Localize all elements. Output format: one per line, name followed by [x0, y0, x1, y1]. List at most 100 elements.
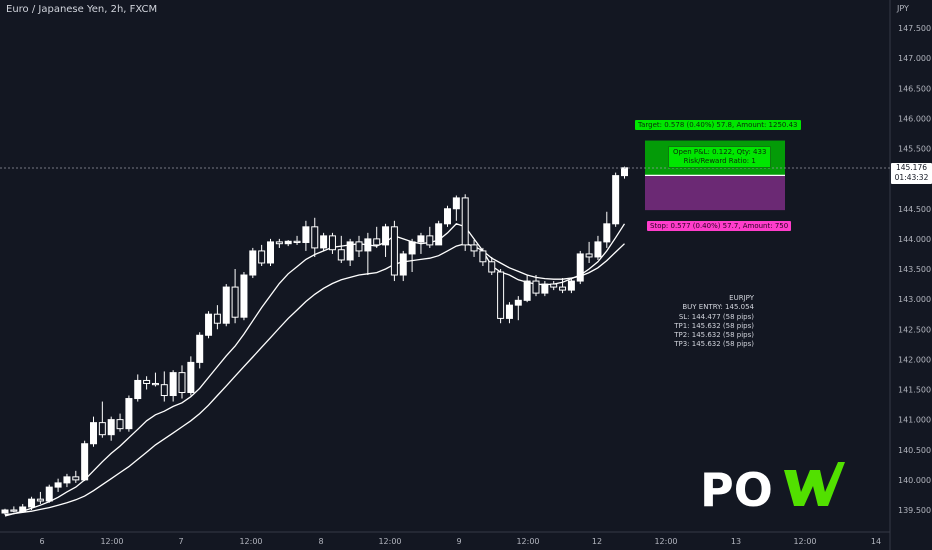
candle-body: [1, 509, 9, 514]
candle-body: [258, 250, 266, 264]
y-tick-label: 141.500: [898, 386, 931, 395]
logo-text: PO: [700, 463, 773, 513]
y-tick-label: 144.500: [898, 205, 931, 214]
logo-w-mark: [784, 462, 845, 506]
candle-body: [267, 241, 274, 264]
candle-body: [240, 274, 248, 318]
candle-body: [594, 241, 602, 258]
candle-body: [435, 223, 443, 246]
candle-body: [10, 509, 18, 512]
moving-average-line: [4, 223, 626, 517]
signal-info-box: EURJPY BUY ENTRY: 145.054 SL: 144.477 (5…: [660, 294, 754, 350]
candle-body: [612, 175, 620, 225]
candle-body: [505, 304, 513, 319]
candle-body: [408, 241, 416, 255]
x-tick-label: 12:00: [654, 537, 677, 546]
risk-reward-line: Risk/Reward Ratio: 1: [683, 157, 756, 165]
candle-body: [621, 167, 628, 177]
x-tick-label: 12:00: [239, 537, 262, 546]
candle-body: [72, 476, 80, 481]
x-tick-label: 12:00: [516, 537, 539, 546]
pnl-line: Open P&L: 0.122, Qty: 433: [673, 148, 767, 156]
candle-body: [275, 241, 283, 245]
candle-body: [134, 379, 142, 400]
candle-body: [90, 422, 97, 445]
candle-body: [603, 223, 611, 243]
candle-body: [417, 235, 425, 243]
candle-body: [320, 235, 328, 249]
candle-body: [346, 241, 354, 261]
candle-body: [311, 226, 319, 249]
pnl-label: Open P&L: 0.122, Qty: 433 Risk/Reward Ra…: [668, 146, 772, 168]
candle-body: [19, 506, 27, 512]
y-tick-label: 143.000: [898, 295, 931, 304]
candle-body: [98, 422, 106, 436]
candle-body: [585, 253, 593, 258]
candle-body: [143, 379, 151, 384]
x-tick-label: 8: [318, 537, 323, 546]
candle-body: [151, 382, 159, 386]
candle-body: [205, 313, 213, 336]
currency-label: JPY: [897, 4, 909, 13]
y-tick-label: 144.000: [898, 235, 931, 244]
candle-body: [488, 261, 496, 273]
y-tick-label: 141.000: [898, 416, 931, 425]
x-tick-label: 6: [39, 537, 44, 546]
y-tick-label: 147.000: [898, 54, 931, 63]
candle-body: [382, 226, 390, 246]
candle-body: [81, 443, 89, 481]
pow-logo: PO: [700, 462, 845, 513]
candle-body: [63, 476, 71, 484]
candle-body: [328, 235, 336, 251]
signal-sl: SL: 144.477 (58 pips): [678, 312, 754, 321]
candle-body: [196, 334, 204, 363]
x-tick-label: 9: [456, 537, 461, 546]
target-label: Target: 0.578 (0.40%) 57.8, Amount: 1250…: [635, 120, 801, 130]
candle-body: [461, 197, 469, 246]
candle-body: [514, 299, 522, 306]
x-tick-label: 12: [592, 537, 602, 546]
chart-title: Euro / Japanese Yen, 2h, FXCM: [6, 4, 158, 15]
candle-body: [125, 398, 133, 430]
signal-tp1: TP1: 145.632 (58 pips): [674, 321, 754, 330]
candle-body: [373, 238, 381, 246]
candle-body: [426, 235, 434, 246]
y-tick-label: 146.000: [898, 114, 931, 123]
signal-tp3: TP3: 145.632 (58 pips): [674, 340, 754, 349]
signal-tp2: TP2: 145.632 (58 pips): [674, 331, 754, 340]
candle-body: [452, 197, 460, 210]
candle-body: [213, 313, 221, 324]
y-tick-label: 143.500: [898, 265, 931, 274]
candle-body: [54, 482, 62, 488]
signal-entry: BUY ENTRY: 145.054: [682, 303, 754, 312]
candle-body: [45, 486, 53, 502]
loss-zone: [645, 175, 785, 211]
bar-countdown: 01:43:32: [894, 173, 929, 182]
moving-average-line: [4, 243, 625, 516]
x-tick-label: 12:00: [100, 537, 123, 546]
candle-body: [337, 249, 345, 261]
candle-body: [178, 372, 186, 394]
candle-body: [399, 253, 407, 276]
y-tick-label: 146.500: [898, 84, 931, 93]
candle-body: [559, 286, 567, 291]
y-tick-label: 139.500: [898, 506, 931, 515]
last-price-value: 145.176: [895, 163, 927, 172]
candle-body: [28, 498, 36, 508]
candle-body: [567, 280, 575, 291]
x-tick-label: 12:00: [378, 537, 401, 546]
candle-body: [444, 208, 451, 225]
candle-body: [293, 240, 301, 243]
candle-body: [187, 361, 195, 394]
y-tick-label: 147.500: [898, 24, 931, 33]
candle-body: [541, 283, 549, 294]
candle-body: [249, 250, 257, 276]
candle-body: [470, 244, 478, 252]
candle-body: [36, 498, 44, 502]
y-tick-label: 145.500: [898, 145, 931, 154]
candle-body: [479, 250, 487, 263]
y-tick-label: 142.000: [898, 355, 931, 364]
stop-label: Stop: 0.577 (0.40%) 57.7, Amount: 750: [647, 221, 792, 231]
candle-body: [390, 226, 398, 276]
candle-body: [576, 253, 584, 282]
